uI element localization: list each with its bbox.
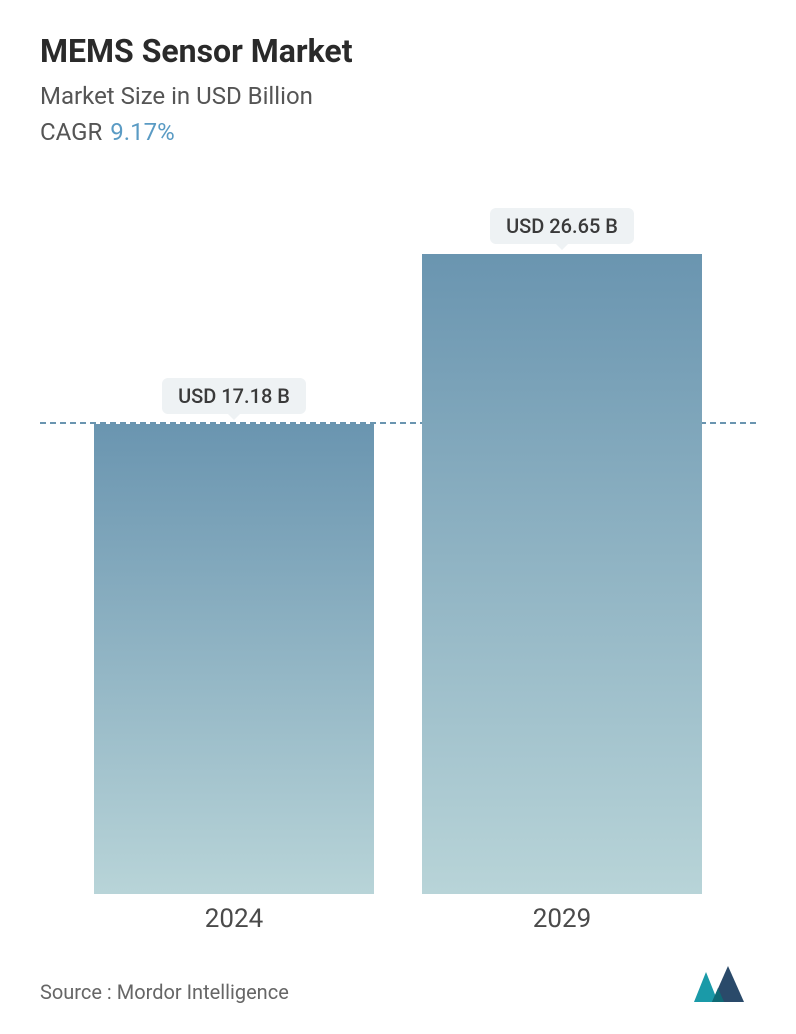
bar-group-1: USD 26.65 B [422,208,702,894]
bar-0 [94,424,374,894]
x-label-0: 2024 [94,904,374,934]
chart-title: MEMS Sensor Market [40,32,756,70]
bar-group-0: USD 17.18 B [94,378,374,894]
cagr-line: CAGR 9.17% [40,118,756,146]
x-label-1: 2029 [422,904,702,934]
source-text: Source : Mordor Intelligence [40,980,289,1004]
footer: Source : Mordor Intelligence [40,964,756,1014]
cagr-label: CAGR [40,118,102,146]
bar-value-label-0: USD 17.18 B [162,378,306,414]
chart-area: USD 17.18 B USD 26.65 B [40,186,756,894]
bar-value-label-1: USD 26.65 B [490,208,634,244]
x-axis-labels: 2024 2029 [40,904,756,934]
bar-1 [422,254,702,894]
chart-subtitle: Market Size in USD Billion [40,82,756,110]
publisher-logo [692,964,756,1004]
cagr-value: 9.17% [110,118,174,146]
